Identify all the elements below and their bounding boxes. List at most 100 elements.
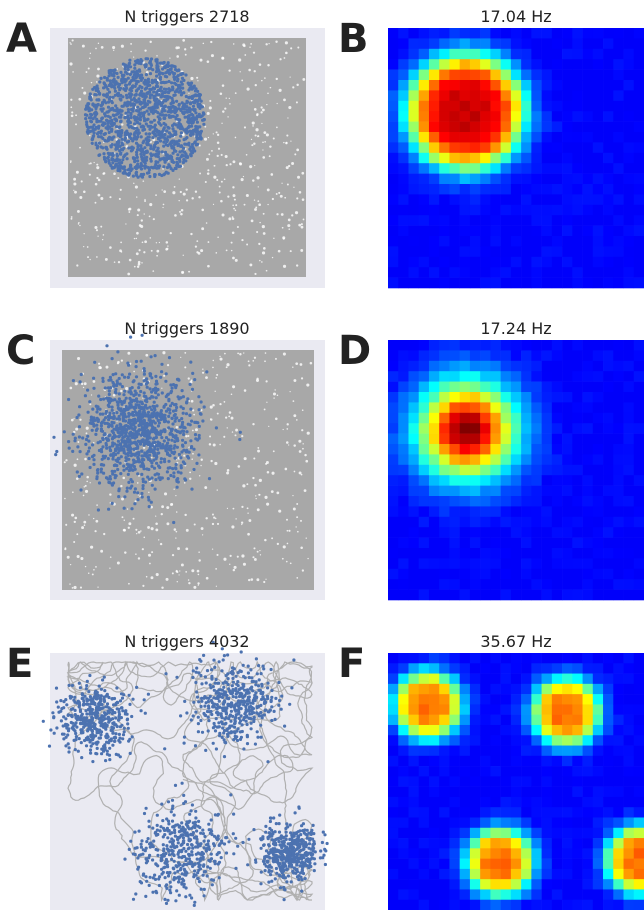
spike-dot (197, 880, 202, 884)
spike-dot (170, 401, 174, 405)
spike-dot (257, 664, 261, 668)
heat-cell (480, 516, 491, 528)
heat-cell (541, 256, 553, 268)
spike-dot (94, 706, 99, 710)
spike-dot (197, 453, 201, 457)
spike-dot (181, 864, 185, 868)
heat-cell (562, 194, 573, 206)
spike-dot (168, 888, 172, 892)
speck (232, 507, 235, 510)
heat-cell (490, 506, 501, 518)
heat-cell (613, 215, 624, 226)
heat-cell (388, 506, 399, 518)
heat-cell (572, 537, 583, 549)
spike-dot (103, 689, 107, 693)
heat-cell (572, 683, 583, 695)
spike-dot (154, 830, 158, 834)
heat-cell (449, 889, 460, 901)
spike-dot (282, 848, 286, 853)
heat-cell (562, 786, 573, 798)
heat-cell (562, 121, 573, 133)
heat-cell (418, 204, 430, 216)
spike-dot (270, 688, 274, 693)
heat-cell (398, 194, 409, 206)
heat-cell (510, 132, 522, 143)
spike-dot (204, 681, 208, 685)
heat-cell (439, 360, 450, 372)
heat-cell (613, 423, 624, 434)
spike-dot (144, 894, 148, 899)
speck (301, 409, 304, 411)
heat-cell (459, 402, 471, 414)
heat-cell (480, 132, 491, 143)
heat-cell (428, 100, 440, 112)
spike-dot (184, 873, 188, 877)
heat-cell (603, 412, 614, 424)
spike-dot (155, 823, 159, 828)
heat-cell (388, 579, 399, 590)
spike-dot (222, 731, 226, 735)
speck (202, 368, 204, 370)
heat-cell (428, 868, 440, 880)
speck (73, 520, 76, 524)
heat-cell (439, 485, 450, 497)
heat-cell (408, 48, 420, 60)
spike-dot (252, 696, 257, 700)
heat-cell (603, 215, 614, 226)
heat-cell (418, 827, 430, 839)
heat-cell (582, 48, 594, 60)
spike-dot (193, 433, 198, 437)
heat-cell (592, 152, 604, 164)
heat-cell (521, 858, 532, 870)
heat-cell (428, 121, 440, 133)
speck (193, 413, 195, 416)
heat-cell (562, 340, 573, 351)
spike-dot (199, 659, 203, 663)
spike-dot (93, 726, 97, 731)
heat-cell (613, 204, 624, 216)
spike-dot (232, 667, 236, 671)
spike-dot (269, 873, 273, 877)
heat-cell (439, 444, 450, 455)
heat-cell (623, 381, 635, 393)
heat-cell (582, 59, 594, 70)
spike-dot (100, 420, 104, 424)
heat-cell (449, 568, 460, 580)
heat-cell (449, 412, 460, 424)
heat-cell (582, 360, 594, 372)
spike-dot (148, 845, 152, 849)
spike-dot (114, 701, 118, 705)
heat-cell (439, 516, 450, 528)
heat-cell (592, 579, 604, 590)
spike-dot (139, 359, 143, 363)
heat-cell (418, 444, 430, 455)
heat-cell (572, 28, 583, 39)
heat-cell (500, 506, 512, 518)
spike-dot (266, 865, 270, 869)
spike-dot (254, 657, 258, 661)
spike-dot (204, 748, 208, 753)
spike-dot (142, 811, 147, 816)
heat-cell (521, 90, 532, 102)
heat-cell (418, 745, 430, 757)
heat-cell (428, 38, 440, 50)
spike-dot (158, 432, 163, 437)
heat-cell (428, 132, 440, 143)
heat-cell (551, 215, 563, 226)
heat-cell (562, 100, 573, 112)
spike-dot (307, 866, 311, 870)
spike-dot (103, 421, 107, 425)
spike-dot (130, 463, 134, 467)
heat-cell (613, 796, 624, 808)
heat-cell (572, 579, 583, 590)
heat-cell (541, 433, 553, 445)
heat-cell (418, 673, 430, 685)
heat-cell (449, 776, 460, 787)
spike-dot (211, 685, 215, 689)
heat-cell (459, 100, 471, 112)
heat-cell (459, 360, 471, 372)
heat-cell (449, 755, 460, 767)
heat-cell (388, 360, 399, 372)
heat-cell (428, 163, 440, 174)
heat-cell (490, 704, 501, 715)
